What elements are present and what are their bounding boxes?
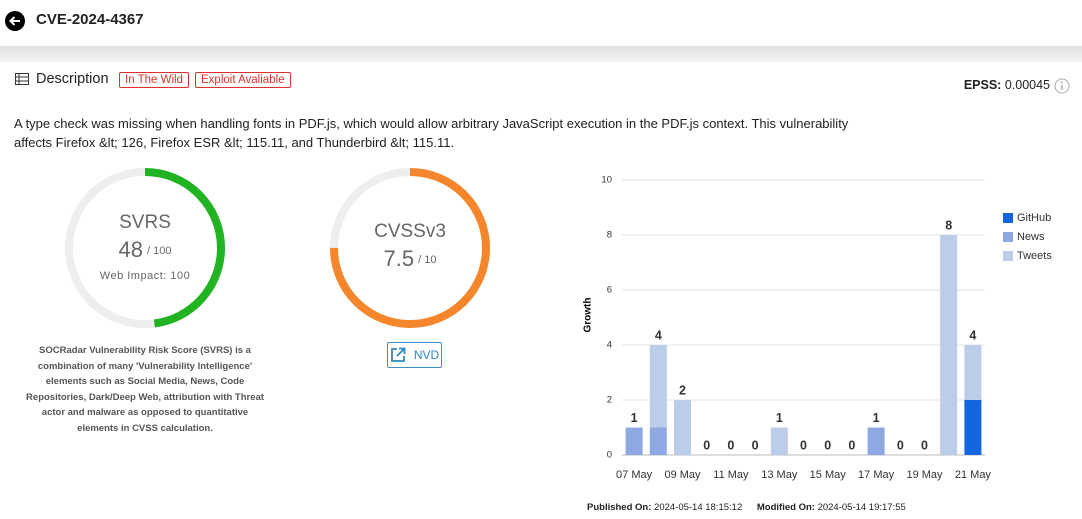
bar-segment: [649, 427, 667, 455]
y-tick-label: 0: [607, 450, 612, 461]
y-tick-label: 2: [607, 395, 612, 406]
total-label: 0: [800, 438, 807, 452]
bar-segment: [649, 345, 667, 428]
total-label: 0: [921, 438, 928, 452]
epss-label: EPSS:: [963, 78, 1002, 92]
bar-segment: [964, 345, 982, 400]
y-tick-label: 8: [607, 230, 612, 241]
bar-segment: [770, 427, 788, 455]
bar-segment: [940, 235, 958, 455]
y-axis-label: Growth: [583, 298, 594, 333]
legend-swatch: [1003, 251, 1013, 261]
total-label: 1: [631, 411, 638, 425]
bar-segment: [964, 400, 982, 455]
score: 48: [119, 237, 143, 262]
legend-swatch: [1003, 213, 1013, 223]
x-tick-label: 07 May: [616, 469, 653, 481]
footer: Published On: 2024-05-14 18:15:12 Modifi…: [587, 502, 906, 513]
total-label: 8: [945, 218, 952, 232]
legend-label: GitHub: [1017, 212, 1051, 224]
published: 2024-05-14 18:15:12: [654, 502, 743, 513]
epss-value: 0.00045: [1004, 78, 1050, 92]
badge: In The Wild: [119, 72, 189, 88]
gauge-score: 48 / 100: [119, 237, 172, 262]
title: CVE-2024-4367: [36, 11, 144, 28]
gauge-label: SVRS: [119, 212, 171, 233]
max_label: / 10: [418, 254, 436, 266]
modified-label: Modified On:: [756, 502, 815, 513]
x-tick-label: 09 May: [664, 469, 701, 481]
total-label: 0: [727, 438, 734, 452]
y-tick-label: 10: [601, 175, 612, 186]
bar-segment: [867, 427, 885, 455]
published-label: Published On:: [587, 502, 652, 513]
web-impact: Web Impact: 100: [100, 270, 190, 282]
gauge-score: 7.5/ 10: [384, 246, 437, 271]
x-tick-label: 21 May: [955, 469, 992, 481]
link-icon: [390, 347, 406, 362]
bar-segment: [674, 400, 691, 455]
score: 7.5: [384, 246, 415, 271]
description-icon: [15, 73, 29, 85]
total-label: 1: [873, 411, 880, 425]
total-label: 0: [752, 438, 759, 452]
badge: Exploit Avaliable: [195, 72, 291, 88]
modified: 2024-05-14 19:17:55: [817, 502, 906, 513]
nvd-label: NVD: [413, 348, 440, 362]
total-label: 4: [655, 328, 662, 342]
x-tick-label: 15 May: [810, 469, 847, 481]
gauge-arc: [330, 168, 490, 328]
svrs-note: SOCRadar Vulnerability Risk Score (SVRS)…: [26, 345, 264, 434]
total-label: 1: [776, 411, 783, 425]
top-bar: [0, 0, 1082, 46]
nvd-link[interactable]: NVD: [387, 342, 442, 368]
x-tick-label: 17 May: [858, 469, 895, 481]
y-tick-label: 6: [607, 285, 612, 296]
y-tick-label: 4: [607, 340, 612, 351]
legend-label: News: [1017, 231, 1045, 243]
epss: EPSS: 0.00045: [964, 78, 1050, 92]
description-heading: Description: [36, 71, 109, 87]
description-text: A type check was missing when handling f…: [14, 116, 849, 150]
shade: [0, 46, 1082, 62]
x-tick-label: 13 May: [761, 469, 798, 481]
gauge-arc: [65, 168, 225, 328]
x-tick-label: 19 May: [906, 469, 943, 481]
max_label: / 100: [147, 245, 171, 257]
bar-segment: [625, 427, 643, 455]
total-label: 0: [703, 438, 710, 452]
total-label: 4: [969, 328, 976, 342]
x-tick-label: 11 May: [713, 469, 749, 481]
total-label: 2: [679, 383, 686, 397]
total-label: 0: [824, 438, 831, 452]
gauge-label: CVSSv3: [374, 221, 446, 242]
total-label: 0: [848, 438, 855, 452]
info-icon[interactable]: [1054, 78, 1070, 94]
total-label: 0: [897, 438, 904, 452]
legend-swatch: [1003, 232, 1013, 242]
legend-label: Tweets: [1017, 250, 1052, 262]
back-button[interactable]: [4, 10, 26, 32]
